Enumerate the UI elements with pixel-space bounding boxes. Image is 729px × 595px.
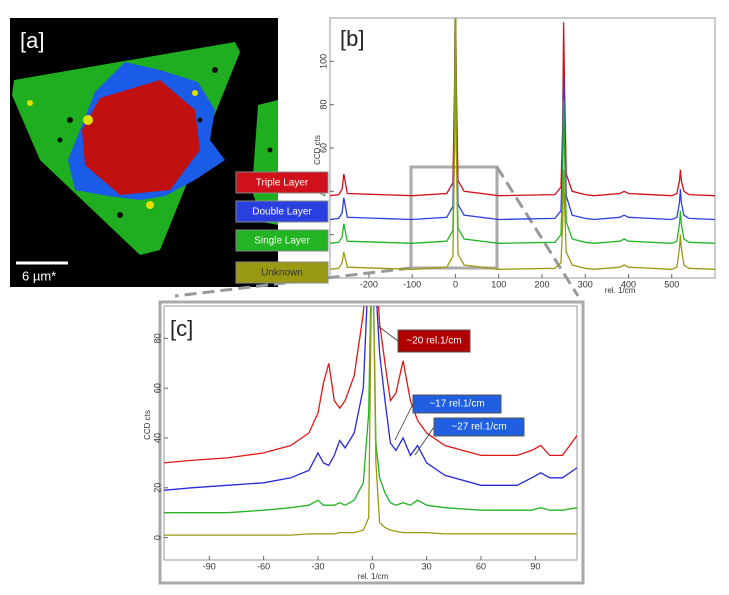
series-line (330, 18, 715, 197)
x-tick-label: -100 (403, 279, 421, 289)
x-tick-label: 30 (422, 561, 432, 571)
x-tick-label: 60 (476, 561, 486, 571)
x-tick-label: -200 (360, 279, 378, 289)
panel-label: [c] (170, 316, 193, 341)
annotation-text: ~20 rel.1/cm (406, 336, 461, 347)
y-axis-label: CCD cts (313, 135, 322, 165)
y-tick-label: 20 (152, 483, 162, 493)
y-tick-label: 40 (152, 433, 162, 443)
y-tick-label: 0 (152, 535, 162, 540)
x-tick-label: 300 (578, 279, 593, 289)
series-line (330, 18, 715, 221)
y-axis-label: CCD cts (143, 410, 152, 440)
series-line (164, 306, 577, 464)
legend-label: Single Layer (254, 236, 310, 247)
annotation-box (397, 329, 471, 353)
series-line (330, 18, 715, 244)
series-group (164, 306, 577, 536)
annotation-leader (414, 426, 435, 456)
legend-label: Unknown (261, 268, 303, 279)
scale-bar-label: 6 µm* (22, 268, 56, 283)
x-tick-label: -90 (203, 561, 216, 571)
panel-label: [a] (20, 28, 44, 53)
annotation-leader (394, 403, 414, 441)
legend-swatch (235, 200, 329, 223)
legend-swatch (235, 229, 329, 252)
plot-frame (329, 17, 716, 279)
inset-frame (158, 300, 585, 585)
annotation-box (433, 417, 525, 437)
y-tick-label: 80 (318, 100, 328, 110)
x-tick-label: -60 (257, 561, 270, 571)
series-line (164, 306, 577, 491)
y-tick-label: 60 (318, 143, 328, 153)
legend-swatch (235, 261, 329, 284)
panel-label: [b] (340, 26, 364, 51)
x-tick-label: 90 (530, 561, 540, 571)
zoom-line (495, 166, 580, 297)
x-tick-label: 400 (621, 279, 636, 289)
legend-swatch (235, 171, 329, 194)
x-tick-label: 0 (370, 561, 375, 571)
annotation-box (412, 394, 502, 414)
y-tick-label: 60 (152, 383, 162, 393)
annotation-text: ~27 rel.1/cm (451, 422, 506, 433)
y-tick-label: 100 (318, 54, 328, 69)
x-axis-label: rel. 1/cm (358, 572, 389, 581)
y-tick-label: 80 (152, 333, 162, 343)
x-tick-label: 100 (491, 279, 506, 289)
annotation-text: ~17 rel.1/cm (429, 399, 484, 410)
legend-label: Double Layer (252, 207, 312, 218)
annotation-leader (377, 325, 399, 342)
series-line (330, 18, 715, 270)
x-tick-label: -30 (311, 561, 324, 571)
x-axis-label: rel. 1/cm (605, 286, 636, 295)
x-tick-label: 0 (453, 279, 458, 289)
x-tick-label: 200 (534, 279, 549, 289)
series-group (330, 18, 715, 270)
x-tick-label: 500 (664, 279, 679, 289)
legend-label: Triple Layer (256, 178, 309, 189)
micrograph: 6 µm* [a] (10, 18, 278, 287)
series-line (164, 306, 577, 536)
